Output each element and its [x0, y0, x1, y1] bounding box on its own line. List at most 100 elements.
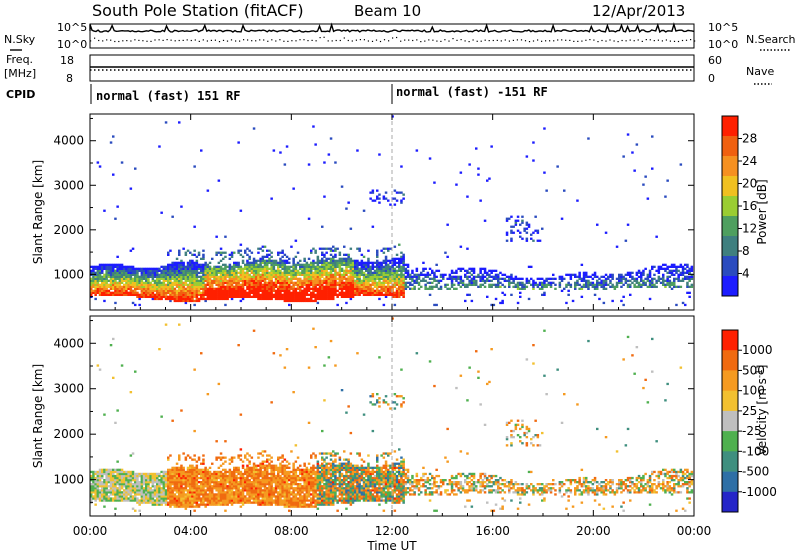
- power-cell: [224, 277, 227, 280]
- power-cell: [138, 303, 141, 307]
- power-cell: [259, 289, 262, 292]
- power-cell: [116, 293, 119, 296]
- velocity-cell: [145, 476, 148, 480]
- power-cell: [499, 281, 502, 284]
- power-cell: [184, 301, 188, 305]
- power-cell: [668, 281, 672, 284]
- power-cell: [530, 283, 533, 286]
- power-cell: [101, 271, 104, 274]
- noise-search-dot: [492, 39, 494, 42]
- velocity-cell: [186, 479, 190, 482]
- velocity-cell: [171, 476, 174, 480]
- noise-search-dot: [110, 39, 112, 41]
- power-ytick-label: 3000: [53, 178, 84, 192]
- velocity-cell: [162, 491, 166, 494]
- power-cell: [263, 273, 267, 276]
- power-cell: [215, 293, 218, 296]
- velocity-cell: [233, 468, 236, 471]
- power-cell: [171, 269, 174, 272]
- power-cell: [290, 277, 293, 280]
- power-cell: [468, 271, 471, 274]
- velocity-cell: [206, 493, 210, 496]
- power-cell: [191, 263, 194, 266]
- power-cell: [490, 269, 493, 272]
- power-cell: [497, 281, 500, 284]
- power-cell: [270, 289, 273, 292]
- power-cell: [472, 267, 476, 270]
- power-cell: [299, 291, 302, 294]
- power-cell: [222, 257, 225, 260]
- power-cell: [310, 265, 313, 268]
- power-cell: [202, 273, 205, 276]
- power-cell: [103, 293, 106, 296]
- power-cell: [332, 269, 335, 272]
- power-cell: [211, 279, 214, 282]
- velocity-cell: [140, 487, 144, 490]
- velocity-cell: [160, 499, 163, 502]
- power-cell: [136, 269, 139, 272]
- power-cell: [156, 285, 159, 288]
- velocity-cell: [147, 474, 150, 478]
- power-cell: [336, 259, 339, 262]
- power-cell: [472, 281, 476, 284]
- power-cell: [620, 281, 623, 284]
- power-cell: [105, 291, 108, 294]
- power-cell: [263, 289, 267, 292]
- velocity-cell: [162, 474, 166, 478]
- power-cell: [118, 287, 122, 290]
- power-cell: [200, 257, 203, 260]
- power-cell: [373, 199, 377, 202]
- power-cell: [145, 291, 148, 294]
- noise-search-dot: [198, 40, 200, 42]
- power-cell: [332, 279, 335, 282]
- power-cell: [587, 287, 590, 290]
- velocity-cell: [219, 495, 223, 498]
- power-cell: [488, 177, 491, 180]
- noise-search-dot: [653, 40, 655, 42]
- power-cell: [356, 287, 359, 290]
- noise-search-dot: [194, 39, 196, 41]
- power-cell: [164, 289, 168, 292]
- velocity-cell: [114, 479, 117, 482]
- power-cell: [688, 267, 691, 270]
- power-cell: [600, 279, 603, 282]
- velocity-cell: [178, 489, 181, 492]
- power-cell: [492, 269, 496, 272]
- velocity-cell: [151, 481, 155, 484]
- power-cell: [675, 269, 678, 272]
- velocity-cell: [241, 466, 245, 469]
- power-cell: [334, 285, 337, 288]
- power-cell: [167, 251, 170, 254]
- power-cell: [384, 259, 388, 262]
- power-cell: [455, 183, 458, 186]
- power-cell: [182, 285, 185, 288]
- power-cell: [369, 261, 372, 264]
- power-cell: [283, 285, 287, 288]
- velocity-cell: [193, 509, 196, 512]
- power-cell: [585, 285, 588, 288]
- power-cell: [391, 115, 394, 118]
- power-ytick-label: 4000: [53, 134, 84, 148]
- power-cell: [292, 275, 295, 278]
- velocity-cell: [123, 495, 126, 498]
- power-cell: [270, 269, 273, 272]
- power-cell: [387, 287, 390, 290]
- power-cell: [560, 279, 564, 282]
- power-cell: [371, 261, 375, 264]
- power-cell: [193, 165, 196, 168]
- power-cell: [272, 275, 276, 278]
- velocity-cell: [184, 472, 188, 476]
- velocity-cell: [92, 497, 95, 500]
- power-cell: [290, 293, 293, 296]
- velocity-cell: [237, 466, 240, 469]
- power-cell: [241, 295, 245, 298]
- velocity-cell: [147, 476, 150, 480]
- power-cell: [114, 293, 117, 296]
- velocity-cell: [219, 464, 223, 467]
- power-cell: [323, 253, 326, 256]
- power-cell: [362, 273, 366, 276]
- velocity-cell: [101, 472, 104, 476]
- velocity-cell: [204, 479, 207, 482]
- power-cell: [459, 267, 463, 270]
- power-cell: [325, 275, 328, 278]
